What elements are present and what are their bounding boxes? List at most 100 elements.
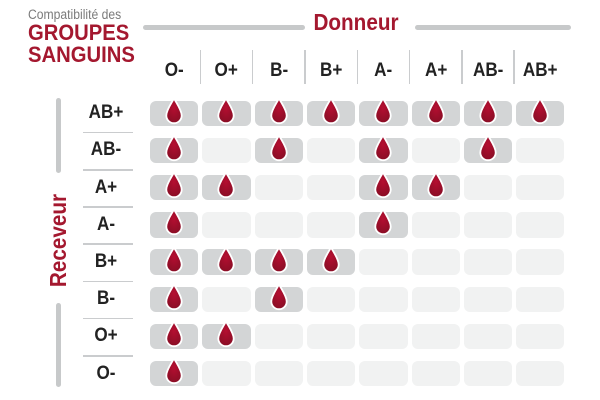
donor-header-B+: B+ — [319, 60, 343, 81]
blood-drop-icon — [374, 208, 392, 236]
cell-A+-O+ — [202, 171, 251, 201]
donor-header-AB-: AB- — [472, 60, 504, 81]
chart-title: Compatibilité des GROUPES SANGUINS — [28, 7, 135, 65]
blood-drop-icon — [165, 134, 183, 162]
receiver-header-AB+: AB+ — [88, 102, 124, 124]
cell-AB+-B+ — [306, 96, 356, 126]
cell-B--A- — [359, 286, 408, 312]
title-line2: SANGUINS — [28, 41, 135, 67]
receiver-axis-line-bottom — [56, 303, 61, 387]
cell-A--AB+ — [516, 212, 565, 238]
donor-header-B-: B- — [269, 60, 288, 81]
column-divider — [513, 50, 515, 84]
row-divider — [83, 206, 133, 208]
blood-drop-icon — [479, 96, 497, 124]
cell-B+-O+ — [202, 245, 251, 275]
blood-drop-icon — [165, 208, 183, 236]
cell-B--AB+ — [516, 286, 565, 312]
cell-A+-B+ — [306, 174, 356, 201]
cell-AB+-A- — [359, 96, 408, 126]
row-divider — [83, 131, 133, 134]
cell-B+-B+ — [306, 245, 356, 275]
cell-AB--B+ — [306, 137, 356, 164]
cell-A--AB- — [463, 212, 513, 238]
cell-O+-A+ — [411, 323, 460, 350]
cell-O+-AB- — [463, 323, 513, 350]
column-divider — [408, 50, 411, 84]
donor-axis-label: Donneur — [313, 9, 399, 35]
receiver-axis-line-top — [56, 98, 61, 173]
cell-O+-B+ — [306, 323, 356, 350]
cell-AB--A- — [359, 134, 408, 164]
cell-AB--O+ — [202, 137, 251, 164]
cell-B--AB- — [463, 286, 513, 312]
receiver-header-A-: A- — [96, 213, 116, 235]
blood-drop-icon — [165, 282, 183, 310]
cell-AB+-B- — [254, 96, 303, 126]
blood-drop-icon — [531, 96, 549, 124]
cell-A+-AB+ — [516, 174, 565, 201]
receiver-header-B+: B+ — [94, 251, 118, 273]
receiver-header-B-: B- — [96, 288, 116, 310]
donor-header-O+: O+ — [214, 60, 239, 81]
blood-drop-icon — [270, 245, 288, 273]
cell-AB+-AB- — [463, 96, 513, 126]
blood-drop-icon — [322, 96, 340, 124]
blood-drop-icon — [374, 134, 392, 162]
cell-A+-B- — [254, 174, 303, 201]
donor-axis-line-left — [143, 25, 305, 30]
cell-A--O+ — [202, 212, 251, 238]
cell-O--A+ — [411, 360, 460, 387]
cell-O--A- — [359, 360, 408, 387]
cell-AB+-AB+ — [516, 96, 565, 126]
blood-drop-icon — [479, 134, 497, 162]
cell-O--O+ — [202, 360, 251, 387]
cell-A--O- — [150, 208, 199, 238]
donor-header-O-: O- — [164, 60, 184, 81]
cell-O--AB- — [463, 360, 513, 387]
cell-A+-A- — [359, 171, 408, 201]
receiver-header-AB-: AB- — [90, 139, 122, 161]
blood-drop-icon — [374, 96, 392, 124]
column-divider — [461, 50, 463, 84]
blood-drop-icon — [165, 357, 183, 385]
cell-AB+-O+ — [202, 96, 251, 126]
cell-A+-AB- — [463, 174, 513, 201]
blood-drop-icon — [322, 245, 340, 273]
donor-header-AB+: AB+ — [522, 60, 558, 81]
row-divider — [83, 355, 133, 357]
cell-O+-O+ — [202, 320, 251, 350]
receiver-header-A+: A+ — [94, 176, 118, 198]
blood-drop-icon — [217, 320, 236, 348]
blood-drop-icon — [374, 171, 392, 199]
blood-drop-icon — [427, 96, 445, 124]
blood-drop-icon — [217, 171, 236, 199]
cell-O--B+ — [306, 360, 356, 387]
blood-drop-icon — [270, 134, 288, 162]
cell-B+-O- — [150, 245, 199, 275]
row-divider — [83, 317, 133, 320]
column-divider — [251, 50, 254, 84]
cell-AB--AB+ — [516, 137, 565, 164]
receiver-header-O-: O- — [96, 362, 116, 384]
cell-O--AB+ — [516, 360, 565, 387]
cell-A--A+ — [411, 212, 460, 238]
blood-drop-icon — [270, 282, 288, 310]
donor-header-A-: A- — [374, 60, 393, 81]
cell-B+-AB- — [463, 249, 513, 275]
receiver-axis-label: Receveur — [45, 193, 71, 288]
title-eyebrow: Compatibilité des — [28, 7, 122, 22]
blood-drop-icon — [427, 171, 445, 199]
receiver-header-O+: O+ — [94, 325, 118, 347]
cell-AB--AB- — [463, 134, 513, 164]
donor-header-A+: A+ — [424, 60, 447, 81]
cell-O+-O- — [150, 320, 199, 350]
blood-drop-icon — [165, 320, 183, 348]
blood-drop-icon — [217, 96, 236, 124]
cell-A--B- — [254, 212, 303, 238]
cell-O--B- — [254, 360, 303, 387]
blood-drop-icon — [270, 96, 288, 124]
cell-AB--B- — [254, 134, 303, 164]
column-divider — [304, 50, 306, 84]
